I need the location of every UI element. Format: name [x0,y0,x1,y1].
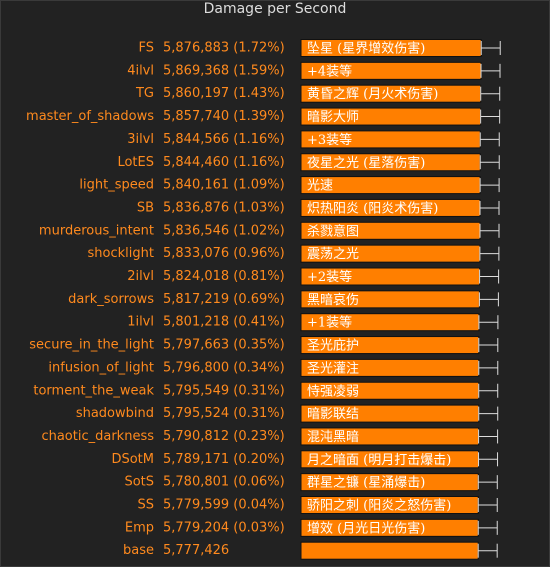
value-label: 5,840,161 (1.09%) [163,178,285,193]
bar-label: 圣光庇护 [307,339,359,354]
value-label: 5,789,171 (0.20%) [163,452,285,467]
bar-label: 暗影联结 [307,407,359,422]
bar-label: 黑暗哀伤 [307,293,359,308]
category-label: murderous_intent [39,223,154,238]
value-label: 5,824,018 (0.81%) [163,269,285,284]
category-label: 1ilvl [127,315,154,330]
bar-label: 混沌黑暗 [307,430,359,445]
bar-label: 增效 (月光日光伤害) [307,520,425,536]
bar-label: 杀戮意图 [307,223,359,239]
category-label: FS [138,41,154,56]
bar-label: +3装等 [307,132,352,148]
chart-title: Damage per Second [204,1,347,17]
category-label: light_speed [79,178,154,193]
bar-label: 坠星 (星界增效伤害) [307,41,425,57]
bar [300,541,479,560]
value-label: 5,779,599 (0.04%) [163,498,285,513]
category-label: chaotic_darkness [41,429,154,444]
bar-label: 震荡之光 [307,247,359,262]
bar-label: 暗影大师 [307,110,359,125]
value-label: 5,797,663 (0.35%) [163,338,285,353]
category-label: TG [135,86,154,101]
value-label: 5,844,460 (1.16%) [163,155,285,170]
value-label: 5,817,219 (0.69%) [163,292,285,307]
bar-label: 月之暗面 (明月打击爆击) [307,453,451,468]
category-label: DSotM [111,452,154,467]
category-label: 2ilvl [127,269,154,284]
value-label: 5,779,204 (0.03%) [163,520,285,535]
value-label: 5,795,549 (0.31%) [163,383,285,398]
value-label: 5,777,426 [163,543,229,558]
value-label: 5,833,076 (0.96%) [163,246,285,261]
bar-label: +4装等 [307,63,352,79]
category-label: SotS [124,475,154,490]
value-label: 5,857,740 (1.39%) [163,109,285,124]
category-label: secure_in_the_light [29,338,154,353]
value-label: 5,790,812 (0.23%) [163,429,285,444]
category-label: shadowbind [76,406,154,421]
value-label: 5,836,876 (1.03%) [163,200,285,215]
category-label: master_of_shadows [26,109,154,124]
value-label: 5,869,368 (1.59%) [163,63,285,78]
bar-label: +2装等 [307,269,352,285]
value-label: 5,796,800 (0.34%) [163,360,285,375]
bar-label: 炽热阳炎 (阳炎术伤害) [307,200,438,216]
bar-label: 圣光灌注 [307,361,359,376]
value-label: 5,795,524 (0.31%) [163,406,285,421]
value-label: 5,876,883 (1.72%) [163,41,285,56]
value-label: 5,860,197 (1.43%) [163,86,285,101]
category-label: LotES [117,155,154,170]
bar-label: 骄阳之刺 (阳炎之怒伤害) [307,498,451,514]
bar-label: 夜星之光 (星落伤害) [307,155,425,171]
value-label: 5,844,566 (1.16%) [163,132,285,147]
bar-label: 恃强凌弱 [307,384,359,399]
category-label: dark_sorrows [68,292,154,307]
category-label: infusion_of_light [48,360,154,375]
category-label: torment_the_weak [33,383,154,398]
category-label: base [123,543,154,558]
bar-label: 群星之镰 (星涌爆击) [307,475,425,491]
value-label: 5,836,546 (1.02%) [163,223,285,238]
category-label: Emp [125,520,154,535]
value-label: 5,780,801 (0.06%) [163,475,285,490]
category-label: 4ilvl [127,63,154,78]
bar-label: 黄昏之辉 (月火术伤害) [307,86,438,102]
category-label: SB [137,200,154,215]
value-label: 5,801,218 (0.41%) [163,315,285,330]
bar-label: +1装等 [307,315,352,331]
category-label: shocklight [88,246,154,261]
category-label: SS [137,498,154,513]
bar-label: 光速 [307,179,333,194]
category-label: 3ilvl [127,132,154,147]
